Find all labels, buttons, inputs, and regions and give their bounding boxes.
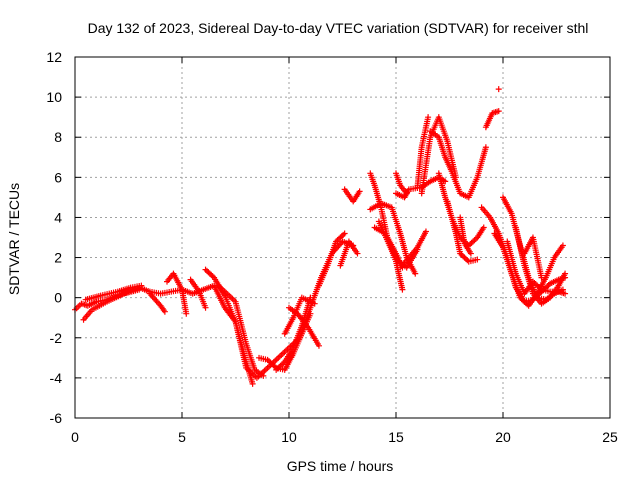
series-s21 xyxy=(397,228,429,271)
series-s12 xyxy=(315,230,348,289)
series-s1 xyxy=(80,286,143,323)
series-s34 xyxy=(512,224,569,307)
data-point xyxy=(202,304,209,311)
data-point xyxy=(354,250,361,257)
data-point xyxy=(495,108,502,115)
plot-frame xyxy=(74,56,611,419)
series-s9 xyxy=(273,294,314,373)
data-point xyxy=(412,270,419,277)
series-s11 xyxy=(286,304,322,349)
data-point xyxy=(562,290,569,297)
data-point xyxy=(562,270,569,277)
y-tick-label: 0 xyxy=(54,290,62,306)
y-tick-label: -6 xyxy=(50,410,63,426)
x-tick-label: 10 xyxy=(281,429,297,445)
x-tick-label: 5 xyxy=(178,429,186,445)
data-point xyxy=(422,228,429,235)
series-s16 xyxy=(367,200,419,277)
y-tick-label: -2 xyxy=(50,330,63,346)
series-s4 xyxy=(164,270,190,317)
y-tick-label: 12 xyxy=(46,49,62,65)
data-point xyxy=(538,274,545,281)
series-s28 xyxy=(482,108,502,131)
data-point xyxy=(260,372,267,379)
data-point xyxy=(482,144,489,151)
x-tick-label: 15 xyxy=(388,429,404,445)
series-s22 xyxy=(414,114,432,191)
data-point xyxy=(311,300,318,307)
data-point xyxy=(495,86,502,93)
y-tick-label: 6 xyxy=(54,169,62,185)
series-s7 xyxy=(215,282,267,379)
series-s20 xyxy=(393,170,410,197)
series-s10 xyxy=(281,294,318,337)
y-tick-label: -4 xyxy=(50,370,63,386)
series-s15 xyxy=(367,170,406,271)
y-tick-label: 2 xyxy=(54,250,62,266)
x-tick-label: 20 xyxy=(495,429,511,445)
data-points xyxy=(72,86,569,387)
series-main xyxy=(72,238,357,381)
x-tick-label: 25 xyxy=(602,429,618,445)
data-point xyxy=(474,256,481,263)
data-point xyxy=(480,224,487,231)
series-s14 xyxy=(341,186,363,205)
x-tick-label: 0 xyxy=(71,429,79,445)
series-s29 xyxy=(495,86,502,93)
x-axis-label: GPS time / hours xyxy=(287,458,394,474)
series-s24 xyxy=(427,128,489,201)
series-s26 xyxy=(444,198,481,265)
y-tick-label: 4 xyxy=(54,209,62,225)
series-s35 xyxy=(521,234,545,281)
data-point xyxy=(183,310,190,317)
data-point xyxy=(315,342,322,349)
data-point xyxy=(467,250,474,257)
data-point xyxy=(356,188,363,195)
y-axis-label: SDTVAR / TECUs xyxy=(6,183,22,295)
data-point xyxy=(249,380,256,387)
series-s5 xyxy=(187,276,209,311)
series-s27 xyxy=(457,214,474,257)
chart-title: Day 132 of 2023, Sidereal Day-to-day VTE… xyxy=(88,20,589,36)
series-s3 xyxy=(146,290,168,315)
data-point xyxy=(307,294,314,301)
y-tick-label: 10 xyxy=(46,89,62,105)
data-point xyxy=(138,282,145,289)
data-point xyxy=(425,114,432,121)
data-point xyxy=(559,242,566,249)
data-point xyxy=(399,286,406,293)
series-s13 xyxy=(337,238,361,269)
data-point xyxy=(403,190,410,197)
series-s2 xyxy=(82,282,145,303)
data-point xyxy=(161,308,168,315)
data-point xyxy=(341,230,348,237)
y-tick-label: 8 xyxy=(54,129,62,145)
